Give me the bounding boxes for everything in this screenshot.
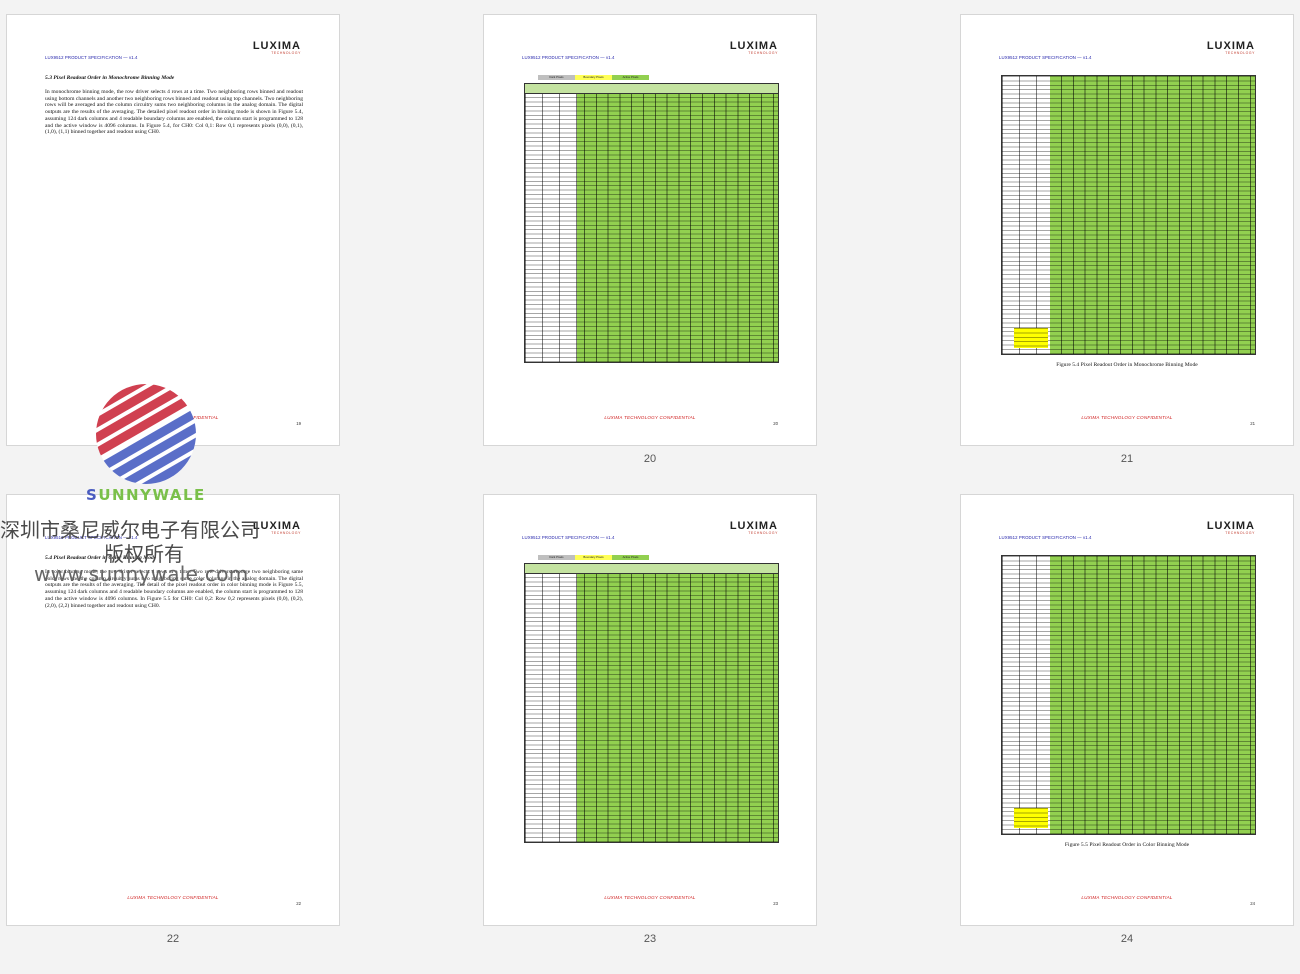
page-number: 21 <box>1250 421 1255 426</box>
watermark-url: www.sunnywale.com <box>34 562 249 586</box>
figure-caption: Figure 5.5 Pixel Readout Order in Color … <box>1064 842 1190 848</box>
luxima-logo: LUXIMA TECHNOLOGY <box>729 520 778 535</box>
pixel-legend: Dark Pixels Boundary Pixels Active Pixel… <box>538 75 649 80</box>
luxima-logo: LUXIMA TECHNOLOGY <box>1206 520 1255 535</box>
watermark-brand: SUNNYWALE <box>86 486 206 504</box>
section-title: 5.3 Pixel Readout Order in Monochrome Bi… <box>45 75 175 81</box>
section-body: In color binning mode, the row driver se… <box>45 569 303 609</box>
page-label-24: 24 <box>1120 933 1134 945</box>
page-label-23: 23 <box>643 933 657 945</box>
watermark-company: 深圳市桑尼威尔电子有限公司 <box>0 518 260 542</box>
readout-table <box>1001 75 1256 355</box>
page-thumbnail-24[interactable]: LUX9512 PRODUCT SPECIFICATION — v1.4 LUX… <box>960 494 1294 926</box>
page-header-text: LUX9512 PRODUCT SPECIFICATION — v1.4 <box>45 535 138 540</box>
legend-active: Active Pixels <box>612 75 649 80</box>
page-label-20: 20 <box>643 453 657 465</box>
figure-caption: Figure 5.4 Pixel Readout Order in Monoch… <box>1056 362 1198 368</box>
watermark-rights: 版权所有 <box>104 542 184 566</box>
page-header-text: LUX9512 PRODUCT SPECIFICATION — v1.4 <box>999 55 1092 60</box>
luxima-logo: LUXIMA TECHNOLOGY <box>1206 40 1255 55</box>
section-title: 5.4 Pixel Readout Order in Color Binning… <box>45 555 157 561</box>
page-number: 19 <box>296 421 301 426</box>
page-thumbnail-23[interactable]: LUX9512 PRODUCT SPECIFICATION — v1.4 LUX… <box>483 494 817 926</box>
luxima-logo: LUXIMA TECHNOLOGY <box>252 520 301 535</box>
legend-active: Active Pixels <box>612 555 649 560</box>
page-thumbnail-19[interactable]: LUX9512 PRODUCT SPECIFICATION — v1.4 LUX… <box>6 14 340 446</box>
page-label-22: 22 <box>166 933 180 945</box>
page-header-text: LUX9512 PRODUCT SPECIFICATION — v1.4 <box>522 55 615 60</box>
legend-dark: Dark Pixels <box>538 75 575 80</box>
luxima-logo: LUXIMA TECHNOLOGY <box>252 40 301 55</box>
section-body: In monochrome binning mode, the row driv… <box>45 89 303 136</box>
confidential-footer: LUXIMA TECHNOLOGY CONFIDENTIAL <box>604 415 696 420</box>
legend-boundary: Boundary Pixels <box>575 75 612 80</box>
page-header-text: LUX9512 PRODUCT SPECIFICATION — v1.4 <box>522 535 615 540</box>
page-thumbnail-20[interactable]: LUX9512 PRODUCT SPECIFICATION — v1.4 LUX… <box>483 14 817 446</box>
page-header-text: LUX9512 PRODUCT SPECIFICATION — v1.4 <box>999 535 1092 540</box>
page-number: 24 <box>1250 901 1255 906</box>
page-thumbnail-22[interactable]: LUX9512 PRODUCT SPECIFICATION — v1.4 LUX… <box>6 494 340 926</box>
confidential-footer: LUXIMA TECHNOLOGY CONFIDENTIAL <box>1081 895 1173 900</box>
page-header-text: LUX9512 PRODUCT SPECIFICATION — v1.4 <box>45 55 138 60</box>
confidential-footer: LUXIMA TECHNOLOGY CONFIDENTIAL <box>127 895 219 900</box>
legend-dark: Dark Pixels <box>538 555 575 560</box>
page-thumbnail-21[interactable]: LUX9512 PRODUCT SPECIFICATION — v1.4 LUX… <box>960 14 1294 446</box>
page-number: 22 <box>296 901 301 906</box>
confidential-footer: LUXIMA TECHNOLOGY CONFIDENTIAL <box>1081 415 1173 420</box>
readout-table <box>524 83 779 363</box>
legend-boundary: Boundary Pixels <box>575 555 612 560</box>
page-label-21: 21 <box>1120 453 1134 465</box>
confidential-footer: LUXIMA TECHNOLOGY CONFIDENTIAL <box>127 415 219 420</box>
page-number: 23 <box>773 901 778 906</box>
readout-table <box>524 563 779 843</box>
readout-table <box>1001 555 1256 835</box>
luxima-logo: LUXIMA TECHNOLOGY <box>729 40 778 55</box>
page-number: 20 <box>773 421 778 426</box>
confidential-footer: LUXIMA TECHNOLOGY CONFIDENTIAL <box>604 895 696 900</box>
pixel-legend: Dark Pixels Boundary Pixels Active Pixel… <box>538 555 649 560</box>
